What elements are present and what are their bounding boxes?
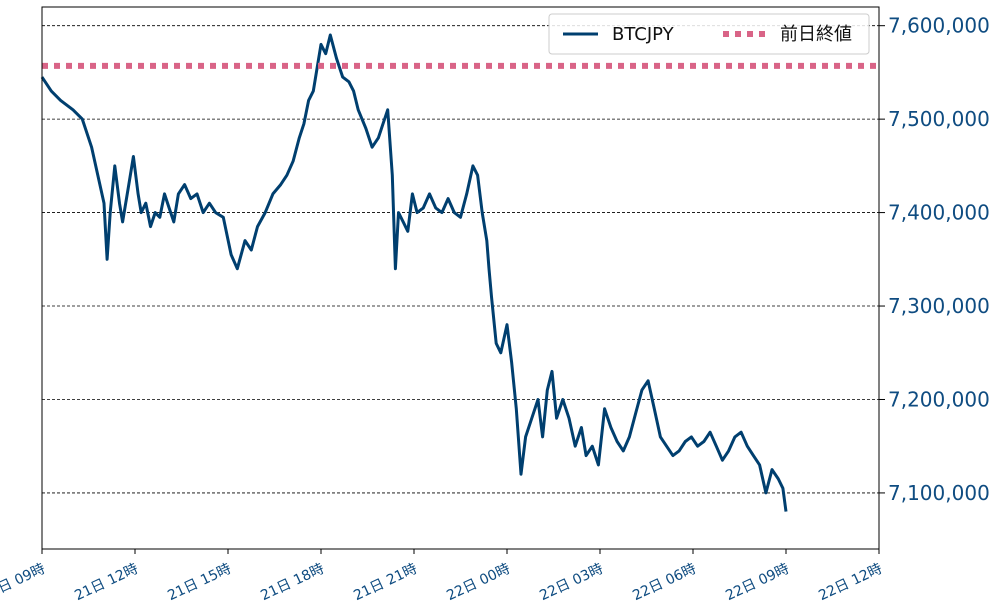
x-tick-label: 21日 21時 (351, 561, 419, 604)
y-tick-label: 7,300,000 (888, 294, 990, 318)
x-tick-label: 22日 12時 (816, 561, 884, 604)
legend-box (548, 13, 870, 55)
x-tick-label: 22日 00時 (444, 561, 512, 604)
y-tick-label: 7,100,000 (888, 481, 990, 505)
series-line-btcjpy (40, 33, 788, 512)
x-tick-label: 21日 18時 (258, 561, 326, 604)
x-tick-label: 21日 09時 (0, 561, 48, 604)
plot-background (42, 7, 879, 549)
legend-label-prev-close: 前日終値 (780, 24, 852, 45)
series-group (40, 33, 879, 512)
x-axis: 21日 09時 21日 12時 21日 15時 21日 18時 21日 21時 22日 0… (0, 549, 885, 604)
y-axis: 7,100,000 7,200,000 7,300,000 7,400,000 7,50… (879, 14, 990, 505)
y-tick-label: 7,600,000 (888, 14, 990, 38)
x-tick-label: 22日 03時 (537, 561, 605, 604)
y-tick-label: 7,500,000 (888, 107, 990, 131)
legend: BTCJPY 前日終値 (548, 13, 870, 55)
legend-label-btcjpy: BTCJPY (612, 24, 675, 45)
x-tick-label: 22日 09時 (723, 561, 791, 604)
x-tick-label: 22日 06時 (630, 561, 698, 604)
plot-frame (41, 6, 880, 550)
x-tick-label: 21日 15時 (165, 561, 233, 604)
x-tick-label: 21日 12時 (72, 561, 140, 604)
y-tick-label: 7,400,000 (888, 201, 990, 225)
y-tick-label: 7,200,000 (888, 387, 990, 411)
